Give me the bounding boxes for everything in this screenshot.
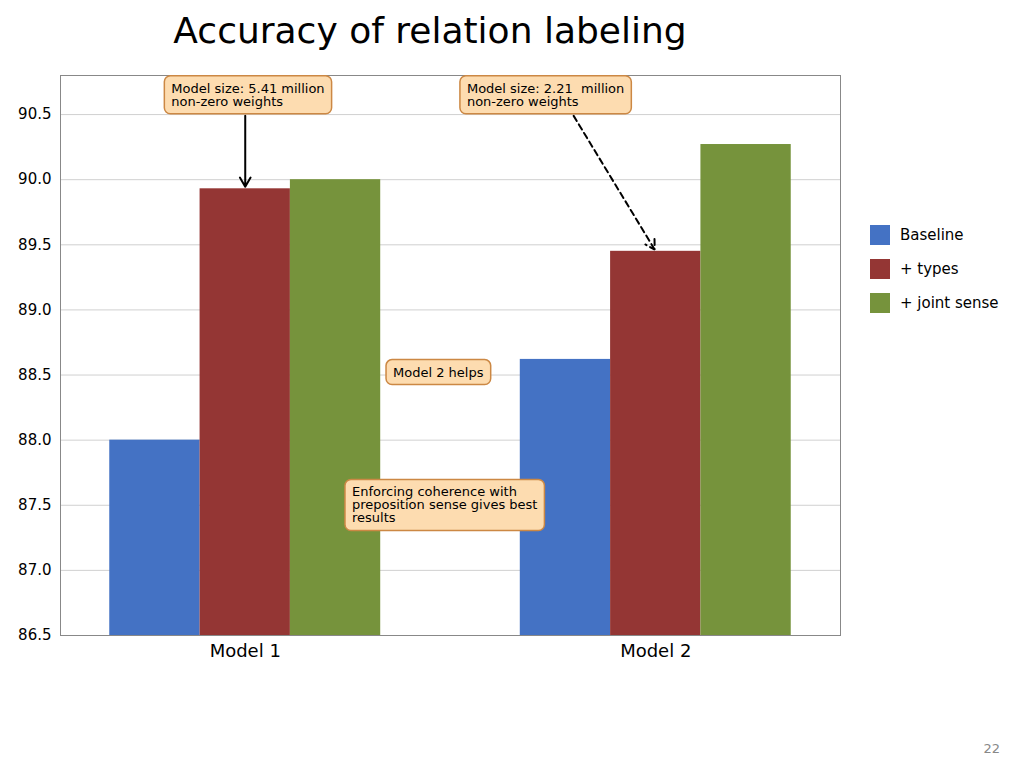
svg-text:Model size: 5.41 millionnon-ze: Model size: 5.41 millionnon-zero weights <box>171 81 324 109</box>
svg-text:87.5: 87.5 <box>18 496 51 514</box>
svg-text:Model 2 helps: Model 2 helps <box>393 365 484 380</box>
svg-text:90.0: 90.0 <box>18 170 51 188</box>
svg-text:Model 2: Model 2 <box>620 640 691 661</box>
svg-text:89.0: 89.0 <box>18 301 51 319</box>
svg-text:88.0: 88.0 <box>18 431 51 449</box>
svg-text:Model 1: Model 1 <box>210 640 281 661</box>
svg-text:87.0: 87.0 <box>18 561 51 579</box>
html-text:+ types: + types <box>900 260 959 278</box>
html-text:+ joint sense: + joint sense <box>900 294 999 312</box>
svg-text:Enforcing coherence withprepos: Enforcing coherence withpreposition sens… <box>352 484 537 525</box>
svg-text:90.5: 90.5 <box>18 105 51 123</box>
html-text:Accuracy of relation labeling: Accuracy of relation labeling <box>173 10 687 51</box>
svg-text:89.5: 89.5 <box>18 236 51 254</box>
html-text:22: 22 <box>983 741 1000 756</box>
svg-text:88.5: 88.5 <box>18 366 51 384</box>
svg-text:86.5: 86.5 <box>18 626 51 644</box>
svg-text:Model size: 2.21 millionnon-z: Model size: 2.21 millionnon-zero weights <box>467 81 624 109</box>
html-text:Baseline: Baseline <box>900 226 964 244</box>
